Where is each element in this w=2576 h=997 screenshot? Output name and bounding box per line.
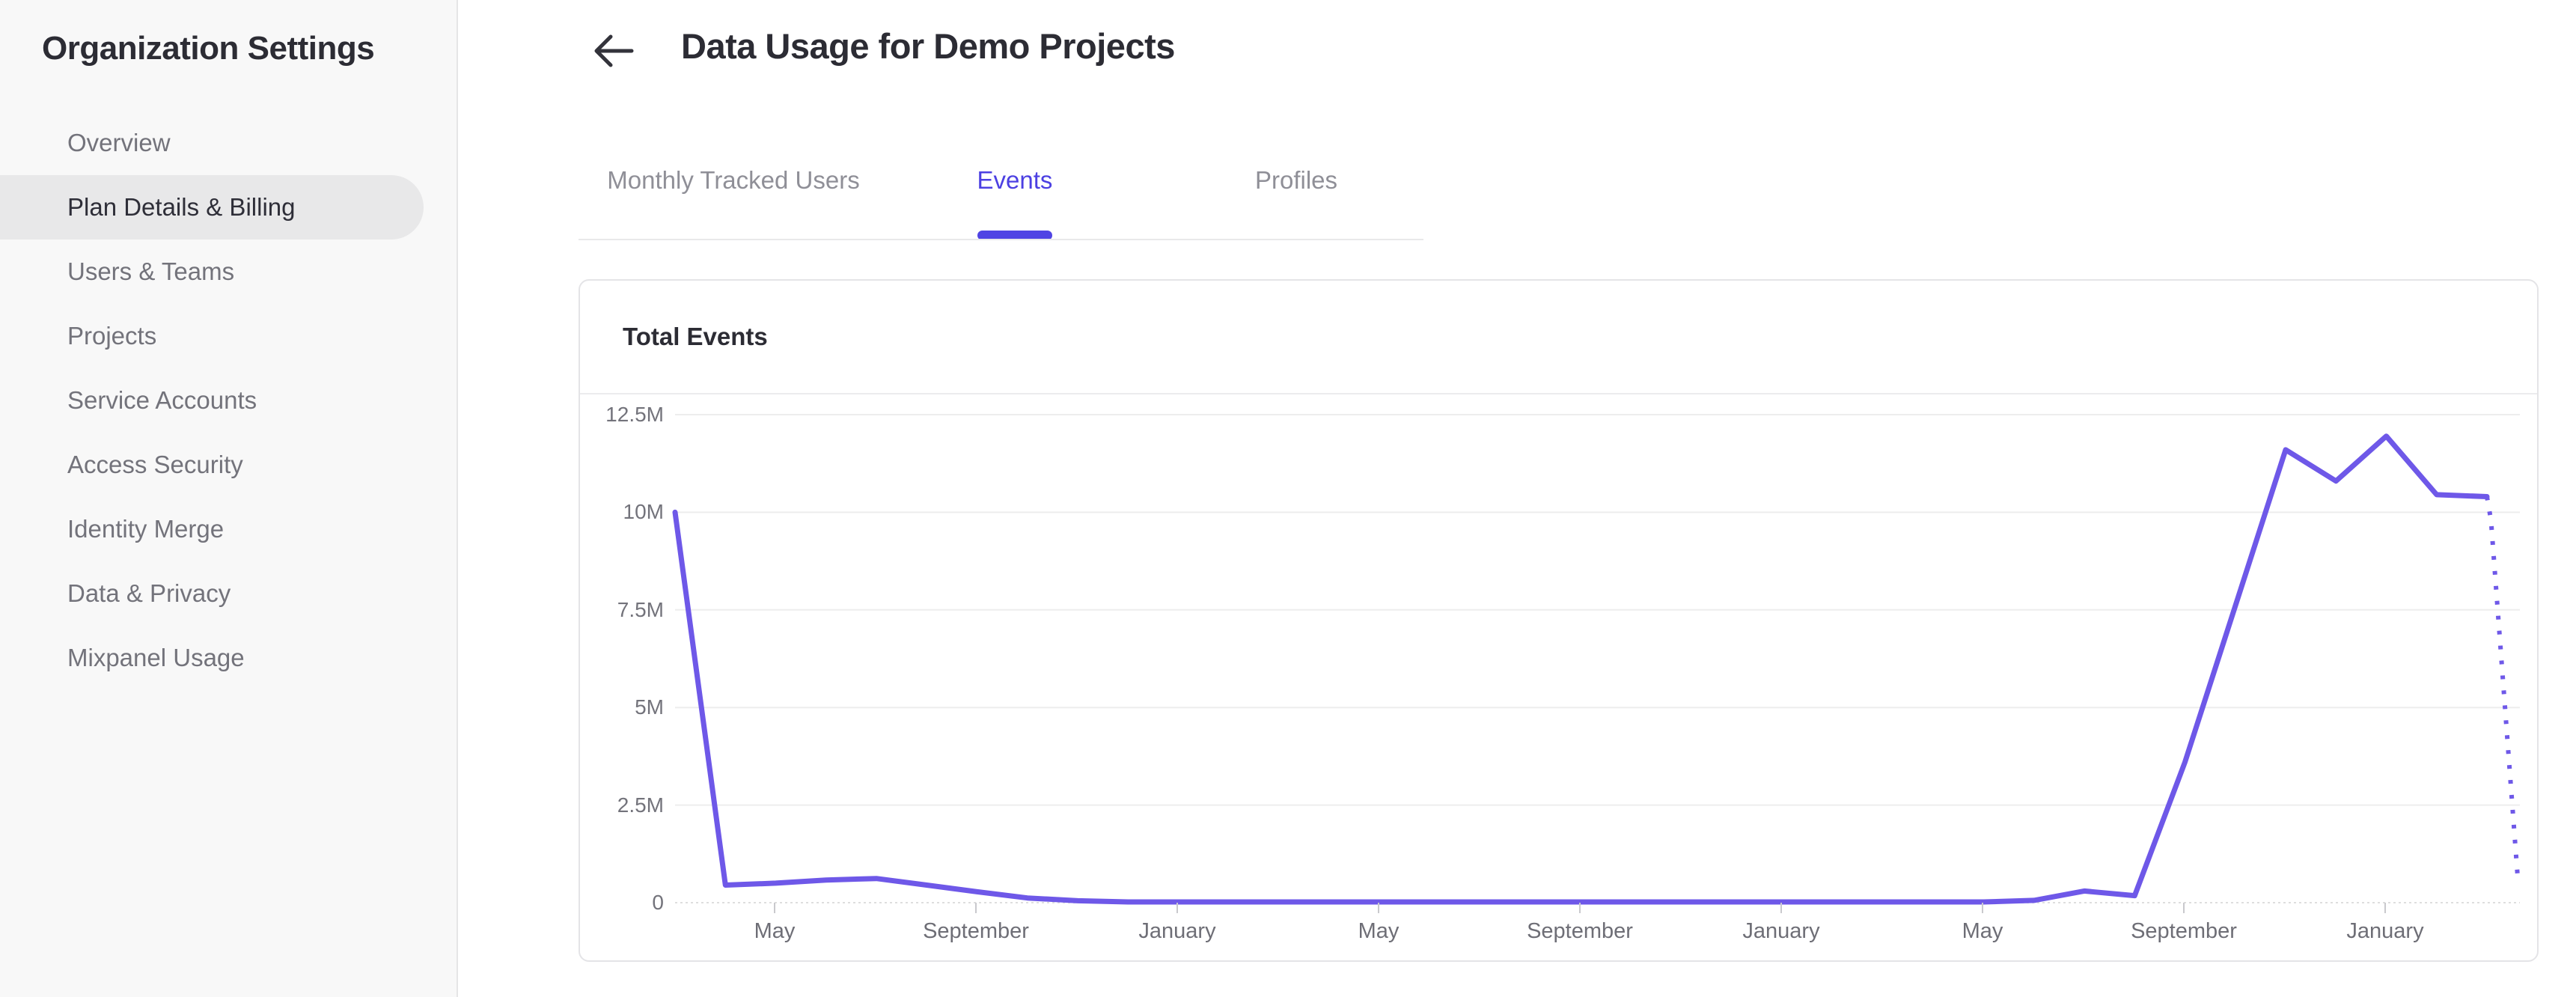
sidebar-item-users-and-teams[interactable]: Users & Teams (67, 257, 235, 285)
sidebar-item-service-accounts[interactable]: Service Accounts (67, 386, 257, 414)
total-events-line-chart (672, 414, 2521, 905)
sidebar-item-mixpanel-usage[interactable]: Mixpanel Usage (67, 644, 245, 671)
sidebar-item-plan-details-and-billing[interactable]: Plan Details & Billing (0, 175, 424, 240)
x-axis-label: September (1527, 919, 1633, 943)
plot-area (672, 414, 2521, 905)
main-content: Data Usage for Demo Projects Monthly Tra… (458, 0, 2576, 997)
chart-title: Total Events (623, 323, 768, 350)
sidebar-item-overview[interactable]: Overview (67, 129, 171, 156)
tab-events[interactable]: Events (874, 166, 1156, 240)
back-button[interactable] (591, 30, 636, 72)
y-axis-label: 10M (623, 500, 664, 524)
y-axis-label: 7.5M (617, 597, 664, 621)
tabs-divider (579, 239, 1423, 240)
sidebar-item-projects[interactable]: Projects (67, 322, 157, 350)
x-axis-tick (1378, 903, 1379, 913)
x-axis-tick (975, 903, 977, 913)
x-axis-tick (1780, 903, 1782, 913)
x-axis-label: September (923, 919, 1029, 943)
y-axis-label: 12.5M (605, 403, 664, 426)
x-axis-tick (1579, 903, 1581, 913)
x-axis-label: January (1742, 919, 1820, 943)
tab-bar: Monthly Tracked Users Events Profiles (593, 166, 1437, 240)
y-axis-label: 5M (635, 695, 664, 719)
y-axis-label: 0 (652, 891, 664, 914)
x-axis-tick (2384, 903, 2386, 913)
card-header-divider (580, 393, 2537, 394)
page-title: Data Usage for Demo Projects (681, 26, 1175, 66)
x-axis-label: January (2346, 919, 2424, 943)
sidebar-nav: Overview Plan Details & Billing Users & Te… (0, 111, 457, 690)
x-axis-label: May (1358, 919, 1400, 943)
x-axis-label: May (754, 919, 796, 943)
x-axis-tick (1176, 903, 1178, 913)
tab-profiles[interactable]: Profiles (1254, 166, 1338, 194)
x-axis-label: May (1962, 919, 2003, 943)
sidebar-item-data-and-privacy[interactable]: Data & Privacy (67, 579, 231, 607)
tab-monthly-tracked-users[interactable]: Monthly Tracked Users (607, 166, 860, 194)
chart-card: Total Events 12.5M 10M 7.5M 5M 2.5M 0 May Sept… (579, 279, 2539, 962)
sidebar: Organization Settings Overview Plan Detai… (0, 0, 458, 997)
x-axis-label: January (1138, 919, 1216, 943)
x-axis-tick (774, 903, 775, 913)
left-arrow-icon (594, 34, 634, 67)
y-axis-label: 2.5M (617, 793, 664, 817)
x-axis-label: September (2131, 919, 2237, 943)
series-line-projected-dotted (2485, 496, 2521, 884)
x-axis-tick (1982, 903, 1983, 913)
sidebar-item-identity-merge[interactable]: Identity Merge (67, 515, 225, 543)
sidebar-item-access-security[interactable]: Access Security (67, 451, 243, 478)
sidebar-title: Organization Settings (42, 30, 375, 67)
series-line-solid (672, 433, 2490, 905)
x-axis-tick (2183, 903, 2185, 913)
